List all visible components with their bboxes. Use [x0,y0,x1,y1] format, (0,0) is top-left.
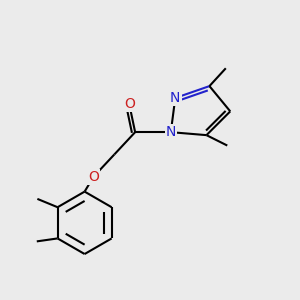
Text: N: N [170,91,181,105]
Text: O: O [124,97,135,111]
Text: N: N [166,125,176,139]
Text: O: O [88,170,99,184]
